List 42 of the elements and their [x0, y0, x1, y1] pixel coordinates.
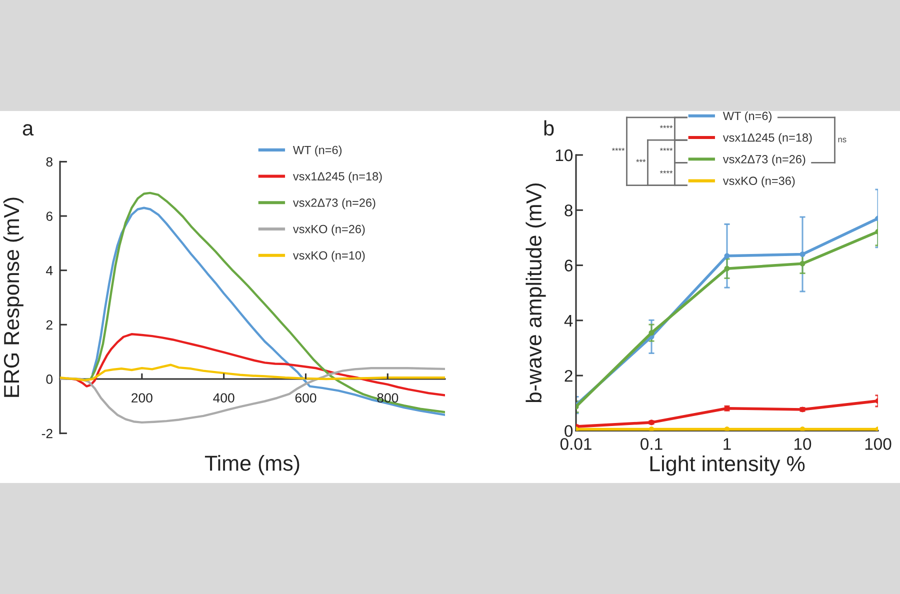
legend-label: vsxKO (n=36)	[722, 176, 795, 188]
y-tick-label: 8	[564, 204, 572, 216]
legend-label: vsx1Δ245 (n=18)	[292, 172, 382, 183]
y-axis-title: ERG Response (mV)	[3, 198, 24, 397]
x-tick-label: 0.1	[640, 438, 662, 450]
x-tick-label: 200	[132, 393, 152, 403]
chart-title: b	[544, 120, 554, 136]
legend-label: vsxKO (n=26)	[292, 224, 365, 236]
y-tick-label: -2	[42, 428, 52, 438]
y-tick-label: 2	[564, 370, 572, 382]
x-tick-label: 800	[377, 393, 398, 403]
y-tick-label: 6	[46, 212, 52, 221]
legend-label: vsx2Δ73 (n=26)	[292, 198, 376, 210]
y-tick-label: 0	[46, 374, 53, 384]
text: ns	[838, 138, 846, 142]
x-tick-label: 600	[295, 393, 316, 403]
legend-label: vsx2Δ73 (n=26)	[722, 154, 806, 166]
x-tick-label: 400	[213, 393, 234, 403]
legend-label: vsxKO (n=10)	[292, 250, 365, 262]
x-tick-label: 100	[865, 438, 892, 450]
y-tick-label: 2	[46, 320, 52, 330]
y-tick-label: 6	[564, 260, 572, 272]
y-axis-title: b-wave amplitude (mV)	[526, 184, 546, 402]
y-tick-label: 8	[46, 157, 52, 167]
chart-title: a	[22, 124, 34, 136]
x-tick-label: 1	[724, 438, 731, 450]
x-axis-title: Time (ms)	[204, 455, 300, 476]
x-tick-label: 10	[794, 438, 812, 450]
text: ****	[612, 148, 625, 151]
legend-label: vsx1Δ245 (n=18)	[722, 133, 812, 144]
y-tick-label: 4	[564, 314, 573, 326]
y-tick-label: 10	[556, 149, 573, 162]
x-tick-label: 0.01	[560, 438, 592, 450]
legend-label: WT (n=6)	[292, 146, 342, 157]
y-tick-label: 4	[46, 266, 53, 276]
text: ****	[660, 148, 673, 151]
y-tick-label: 0	[564, 425, 573, 437]
annotation: ****	[660, 170, 673, 174]
x-axis-title: Light intensity %	[650, 456, 805, 476]
legend-label: WT (n=6)	[722, 111, 772, 122]
annotation: ***	[636, 159, 646, 162]
text: ****	[660, 125, 673, 128]
